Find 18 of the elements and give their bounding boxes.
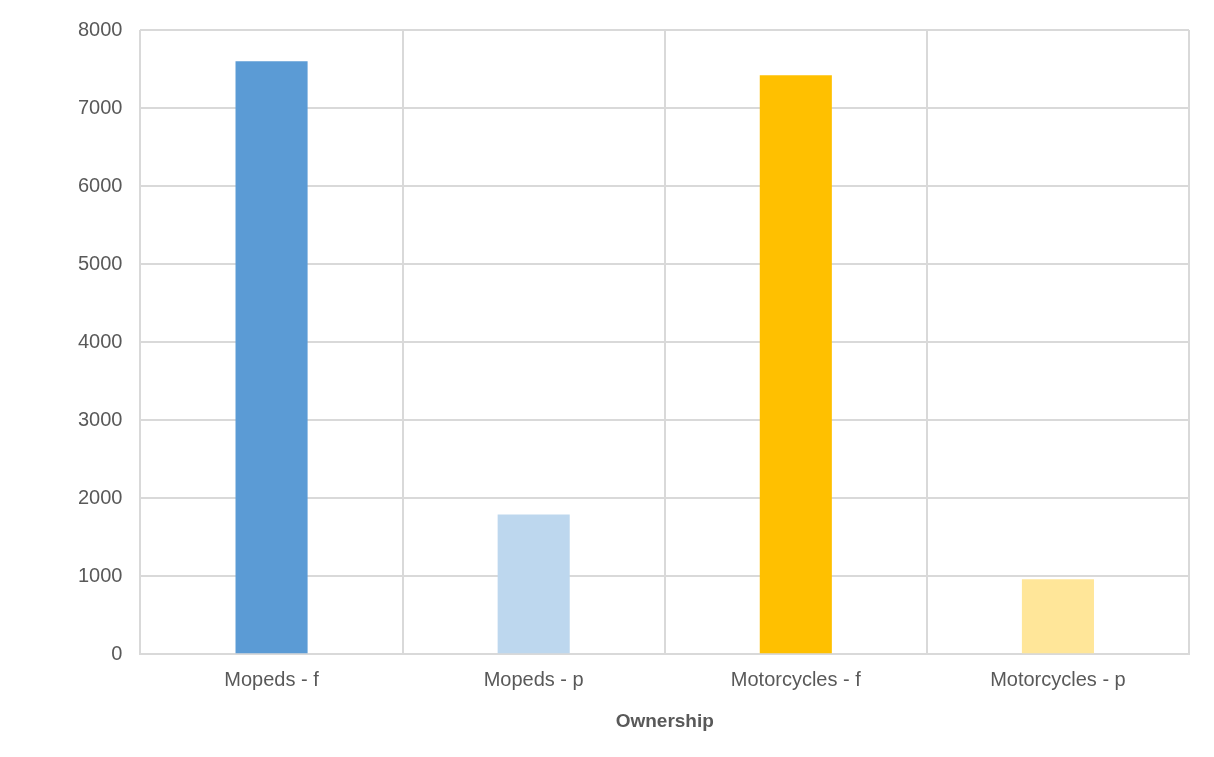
y-tick-label: 6000: [77, 173, 123, 196]
y-tick-label: 7000: [77, 95, 123, 118]
x-tick-label: Mopeds - f: [224, 667, 320, 690]
bar: [1021, 579, 1094, 654]
y-tick-label: 5000: [77, 251, 123, 274]
y-tick-label: 3000: [77, 407, 123, 430]
bar: [235, 61, 308, 654]
x-tick-label: Motorcycles - f: [730, 667, 862, 690]
y-tick-label: 0: [111, 641, 123, 664]
bar: [497, 514, 570, 654]
x-tick-label: Mopeds - p: [483, 667, 584, 690]
x-tick-label: Motorcycles - p: [990, 667, 1126, 690]
y-tick-label: 4000: [77, 329, 123, 352]
bar: [759, 75, 832, 654]
y-tick-label: 8000: [77, 17, 123, 40]
y-tick-label: 1000: [77, 563, 123, 586]
x-axis-title: Ownership: [615, 709, 714, 731]
y-tick-label: 2000: [77, 485, 123, 508]
